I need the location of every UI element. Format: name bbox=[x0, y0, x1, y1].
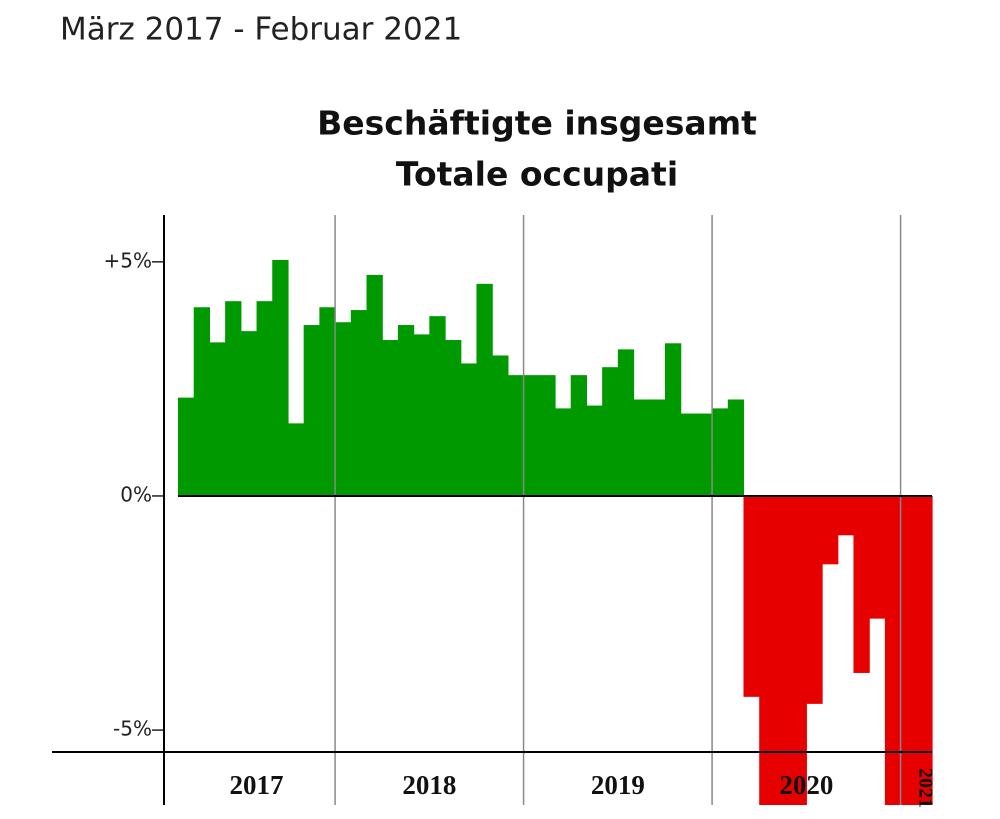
bar bbox=[696, 413, 713, 496]
bar bbox=[555, 408, 572, 496]
bar bbox=[350, 310, 368, 496]
bar bbox=[366, 274, 383, 496]
x-tick-label: 2018 bbox=[402, 770, 456, 800]
bar bbox=[680, 413, 697, 496]
bar bbox=[869, 495, 886, 619]
bar bbox=[633, 399, 650, 496]
bar bbox=[476, 283, 493, 496]
bars bbox=[178, 259, 933, 805]
bar bbox=[727, 399, 745, 496]
bar bbox=[649, 399, 666, 496]
bar bbox=[335, 322, 352, 496]
chart-title: Beschäftigte insgesamt bbox=[317, 104, 757, 143]
y-tick-label: 0% bbox=[120, 482, 152, 506]
x-tick-label: 2021 bbox=[914, 768, 936, 808]
bar bbox=[303, 325, 320, 496]
bar bbox=[256, 301, 273, 496]
bar bbox=[900, 495, 917, 805]
x-tick-label: 2019 bbox=[591, 770, 645, 800]
x-tick-label: 2020 bbox=[779, 770, 833, 800]
bar bbox=[837, 495, 855, 536]
bar bbox=[916, 495, 933, 805]
y-tick-label: +5% bbox=[104, 248, 153, 272]
bar bbox=[822, 495, 839, 565]
bar bbox=[790, 495, 807, 805]
bar bbox=[570, 375, 588, 496]
bar bbox=[319, 307, 336, 496]
bar bbox=[523, 375, 540, 496]
bar bbox=[664, 343, 682, 496]
bar bbox=[397, 325, 415, 496]
bar bbox=[272, 259, 289, 496]
bar bbox=[743, 495, 760, 697]
bar bbox=[429, 316, 446, 496]
chart-title: Totale occupati bbox=[396, 155, 678, 194]
bar bbox=[602, 367, 619, 496]
bar bbox=[759, 495, 776, 805]
x-tick-label: 2017 bbox=[230, 770, 284, 800]
bar bbox=[225, 301, 242, 496]
bar bbox=[712, 408, 729, 496]
bar bbox=[445, 340, 462, 496]
bar bbox=[806, 495, 823, 704]
bar bbox=[884, 495, 902, 805]
bar bbox=[853, 495, 870, 673]
header: März 2017 - Februar 2021 bbox=[60, 12, 462, 48]
bar bbox=[287, 423, 305, 496]
bar bbox=[539, 375, 556, 496]
bar bbox=[193, 307, 211, 496]
bar bbox=[382, 340, 399, 496]
bar bbox=[209, 342, 226, 496]
bar bbox=[492, 355, 509, 496]
bar bbox=[240, 331, 258, 496]
y-tick-label: -5% bbox=[113, 717, 152, 741]
bar bbox=[178, 397, 195, 496]
bar bbox=[586, 405, 603, 496]
bar bbox=[617, 349, 635, 496]
bar bbox=[460, 363, 478, 496]
bar bbox=[774, 495, 792, 805]
bar bbox=[413, 334, 430, 496]
bar bbox=[507, 375, 525, 496]
